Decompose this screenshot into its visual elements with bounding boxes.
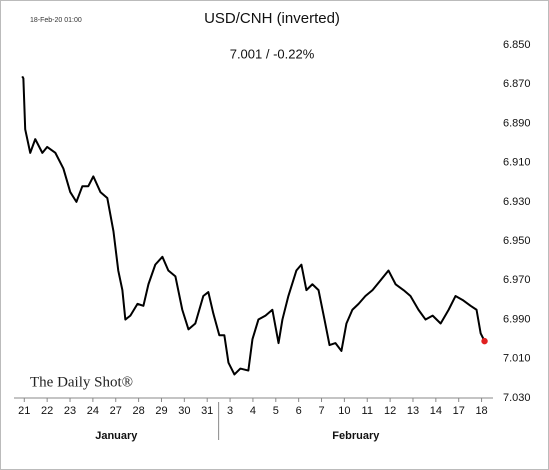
x-tick-label: 7 [318,405,324,417]
x-tick-label: 14 [430,405,442,417]
x-tick-label: 3 [227,405,233,417]
x-tick-label: 28 [132,405,144,417]
y-tick-label: 6.870 [503,78,531,90]
x-tick-label: 18 [475,405,487,417]
chart-subtitle: 7.001 / -0.22% [230,46,315,61]
x-tick-label: 24 [87,405,99,417]
x-tick-label: 12 [384,405,396,417]
x-tick-label: 23 [64,405,76,417]
y-tick-label: 6.950 [503,235,531,247]
y-tick-label: 7.030 [503,392,531,404]
y-tick-label: 6.930 [503,196,531,208]
x-tick-label: 21 [18,405,30,417]
x-tick-label: 27 [110,405,122,417]
y-tick-label: 6.910 [503,157,531,169]
x-tick-label: 4 [250,405,256,417]
price-line [21,75,486,376]
x-tick-label: 31 [201,405,213,417]
month-label: January [95,430,138,442]
x-tick-label: 17 [453,405,465,417]
last-point [481,337,488,345]
y-tick-label: 7.010 [503,353,531,365]
x-tick-label: 5 [273,405,279,417]
chart-title: USD/CNH (inverted) [204,10,340,27]
y-tick-label: 6.990 [503,313,531,325]
y-tick-label: 6.850 [503,39,531,51]
x-tick-label: 29 [155,405,167,417]
x-tick-label: 13 [407,405,419,417]
y-tick-label: 6.970 [503,274,531,286]
x-tick-label: 10 [338,405,350,417]
y-tick-label: 6.890 [503,117,531,129]
x-tick-label: 22 [41,405,53,417]
x-tick-label: 6 [296,405,302,417]
x-tick-label: 11 [362,405,373,417]
watermark: The Daily Shot® [30,374,133,390]
timestamp: 18-Feb-20 01:00 [30,17,82,24]
x-tick-label: 30 [178,405,190,417]
month-label: February [332,430,380,442]
